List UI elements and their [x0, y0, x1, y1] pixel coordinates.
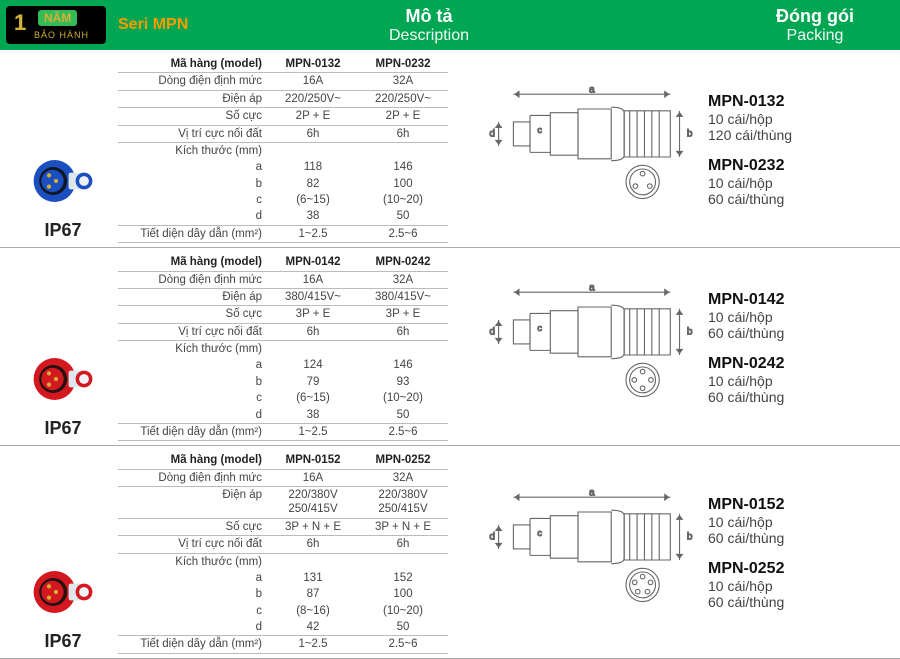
plug-icon [28, 344, 98, 414]
ip-rating: IP67 [44, 418, 81, 439]
packing-model: MPN-0232 [708, 157, 784, 174]
svg-text:a: a [589, 488, 595, 498]
ip-rating: IP67 [44, 220, 81, 241]
product-section: IP67 Mã hàng (model)MPN-0152MPN-0252 Dòn… [0, 446, 900, 659]
pack-en: Packing [730, 27, 900, 45]
dimension-diagram: a b d c [458, 283, 698, 412]
packing-block: MPN-025210 cái/hộp60 cái/thùng [708, 560, 878, 610]
product-image-cell: IP67 [8, 254, 118, 441]
product-section: IP67 Mã hàng (model)MPN-0132MPN-0232 Dòn… [0, 50, 900, 248]
header-packing: Đóng gói Packing [730, 6, 900, 45]
spec-table: Mã hàng (model)MPN-0132MPN-0232 Dòng điệ… [118, 56, 448, 243]
packing-cell: MPN-014210 cái/hộp60 cái/thùng MPN-024210… [708, 254, 878, 441]
badge-nam: NĂM [38, 10, 77, 26]
product-section: IP67 Mã hàng (model)MPN-0142MPN-0242 Dòn… [0, 248, 900, 446]
spec-table-wrap: Mã hàng (model)MPN-0142MPN-0242 Dòng điệ… [118, 254, 448, 441]
product-image-cell: IP67 [8, 56, 118, 243]
packing-block: MPN-013210 cái/hộp120 cái/thùng [708, 93, 878, 143]
packing-model: MPN-0252 [708, 560, 784, 577]
plug-icon [28, 146, 98, 216]
warranty-badge: 1 NĂM BẢO HÀNH [6, 6, 106, 44]
header-description: Mô tả Description [128, 6, 730, 45]
packing-model: MPN-0152 [708, 496, 784, 513]
packing-model: MPN-0242 [708, 355, 784, 372]
dimension-diagram: a b d c [458, 85, 698, 214]
svg-text:d: d [489, 129, 495, 140]
plug-icon [28, 557, 98, 627]
packing-block: MPN-015210 cái/hộp60 cái/thùng [708, 496, 878, 546]
product-image-cell: IP67 [8, 452, 118, 654]
svg-text:c: c [537, 528, 542, 538]
svg-text:a: a [589, 283, 595, 293]
dimension-diagram: a b d c [458, 488, 698, 617]
packing-cell: MPN-013210 cái/hộp120 cái/thùng MPN-02321… [708, 56, 878, 243]
spec-table: Mã hàng (model)MPN-0152MPN-0252 Dòng điệ… [118, 452, 448, 654]
diagram-cell: a b d c [448, 56, 708, 243]
svg-text:b: b [687, 532, 693, 543]
svg-text:b: b [687, 129, 693, 140]
diagram-cell: a b d c [448, 254, 708, 441]
badge-bh: BẢO HÀNH [34, 30, 89, 40]
ip-rating: IP67 [44, 631, 81, 652]
header-bar: 1 NĂM BẢO HÀNH Seri MPN Mô tả Descriptio… [0, 0, 900, 50]
packing-cell: MPN-015210 cái/hộp60 cái/thùng MPN-025210… [708, 452, 878, 654]
diagram-cell: a b d c [448, 452, 708, 654]
spec-table: Mã hàng (model)MPN-0142MPN-0242 Dòng điệ… [118, 254, 448, 441]
desc-vn: Mô tả [128, 6, 730, 27]
desc-en: Description [128, 27, 730, 45]
svg-text:d: d [489, 327, 495, 338]
packing-block: MPN-023210 cái/hộp60 cái/thùng [708, 157, 878, 207]
pack-vn: Đóng gói [730, 6, 900, 27]
svg-text:d: d [489, 532, 495, 543]
packing-block: MPN-024210 cái/hộp60 cái/thùng [708, 355, 878, 405]
svg-text:c: c [537, 125, 542, 135]
packing-model: MPN-0132 [708, 93, 784, 110]
spec-table-wrap: Mã hàng (model)MPN-0132MPN-0232 Dòng điệ… [118, 56, 448, 243]
spec-table-wrap: Mã hàng (model)MPN-0152MPN-0252 Dòng điệ… [118, 452, 448, 654]
packing-block: MPN-014210 cái/hộp60 cái/thùng [708, 291, 878, 341]
badge-one: 1 [14, 10, 26, 36]
svg-text:a: a [589, 85, 595, 95]
svg-text:b: b [687, 327, 693, 338]
packing-model: MPN-0142 [708, 291, 784, 308]
svg-text:c: c [537, 323, 542, 333]
